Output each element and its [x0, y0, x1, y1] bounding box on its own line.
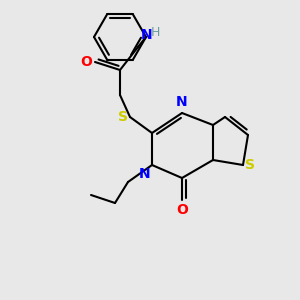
Text: N: N: [176, 95, 188, 109]
Text: S: S: [118, 110, 128, 124]
Text: H: H: [151, 26, 160, 39]
Text: S: S: [245, 158, 255, 172]
Text: N: N: [138, 167, 150, 181]
Text: N: N: [141, 28, 153, 42]
Text: O: O: [176, 203, 188, 217]
Text: O: O: [80, 55, 92, 69]
